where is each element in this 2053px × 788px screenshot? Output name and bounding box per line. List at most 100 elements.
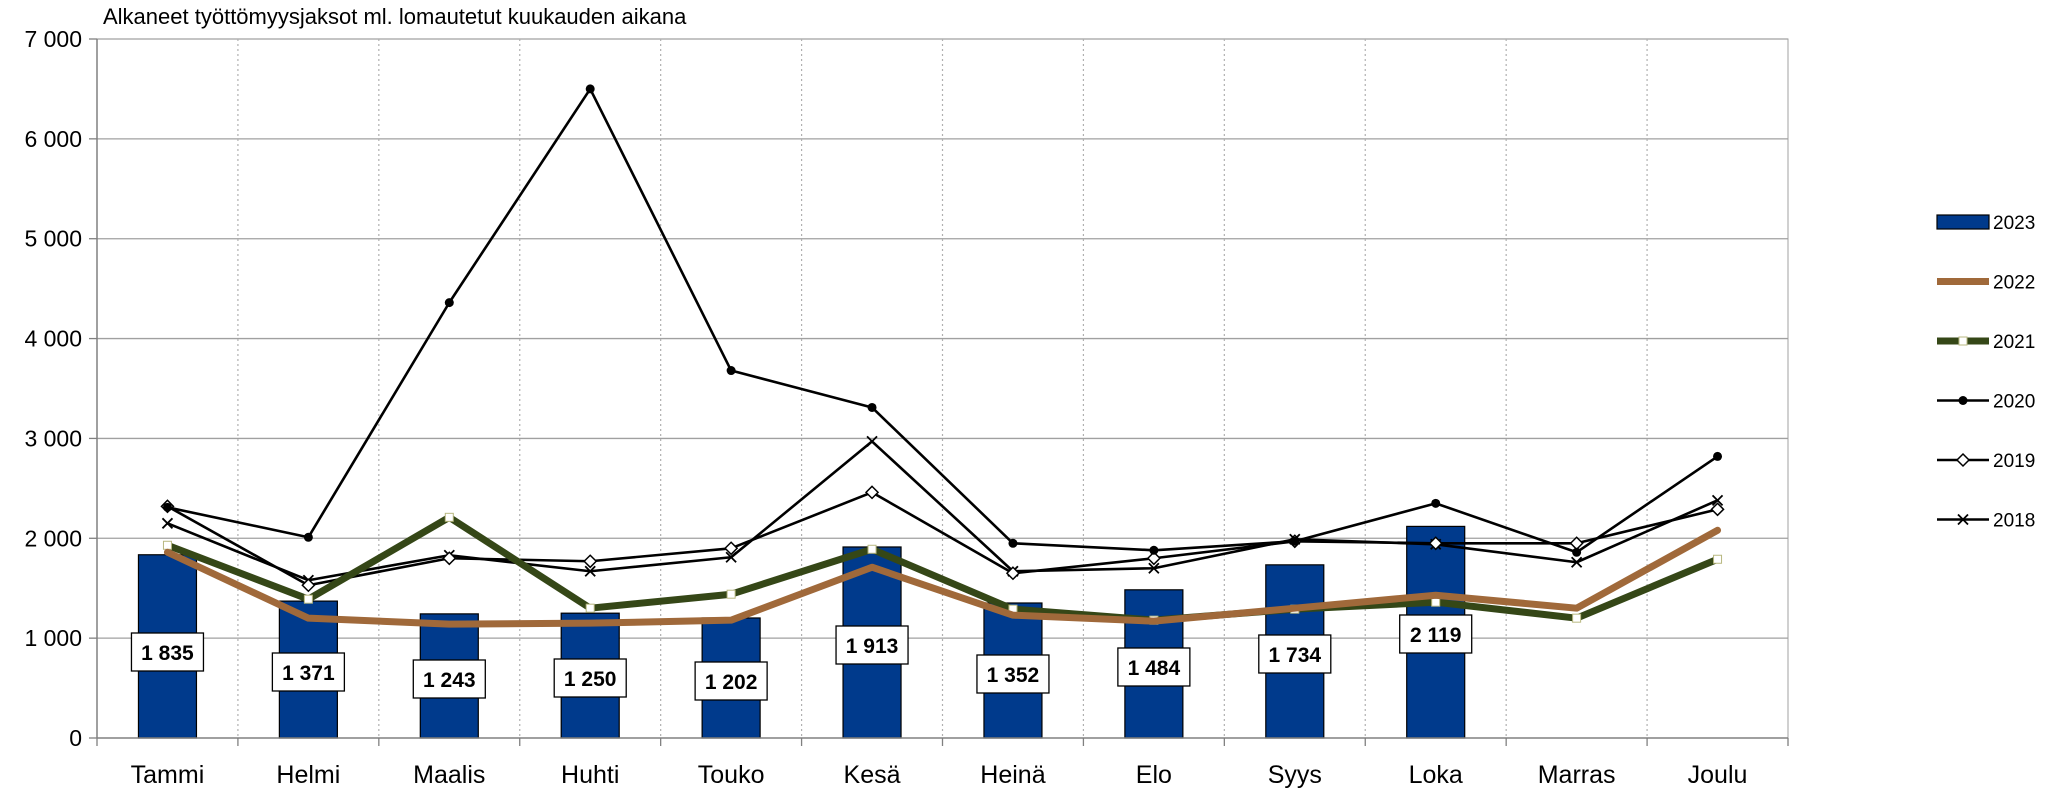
point-2019-huhti bbox=[583, 554, 598, 569]
point-2020-tammi bbox=[162, 502, 172, 512]
data-label-text-huhti: 1 250 bbox=[564, 668, 617, 691]
legend-marker-2019 bbox=[1955, 452, 1971, 468]
point-2018-huhti bbox=[584, 565, 596, 577]
data-label-box-elo bbox=[1117, 647, 1191, 687]
data-label-text-maalis: 1 243 bbox=[423, 669, 476, 692]
horizontal-gridlines bbox=[96, 38, 1789, 739]
data-label-box-syys bbox=[1258, 634, 1332, 674]
data-label-text-tammi: 1 835 bbox=[141, 642, 194, 665]
line-2021 bbox=[163, 513, 1722, 624]
legend-swatch-2023 bbox=[1936, 214, 1990, 230]
x-tick-label-touko: Touko bbox=[698, 761, 765, 788]
x-tick-labels: Tammi Helmi Maalis Huhti Touko Kesä Heinä Elo Sy… bbox=[131, 761, 1748, 788]
data-label-text-touko: 1 202 bbox=[705, 671, 758, 694]
x-tick-label-joulu: Joulu bbox=[1688, 761, 1748, 788]
y-tick-label-0: 0 bbox=[69, 725, 82, 751]
legend-item-2020: 2020 bbox=[1937, 392, 2035, 413]
point-2018-touko bbox=[725, 551, 737, 563]
point-2020-kes- bbox=[867, 402, 877, 412]
x-tick-label-hein-: Heinä bbox=[980, 761, 1045, 788]
legend-item-2019: 2019 bbox=[1937, 451, 2035, 472]
y-tick-label-4000: 4 000 bbox=[24, 326, 82, 352]
data-label-touko: 1 202 bbox=[694, 661, 768, 701]
point-2021-helmi bbox=[303, 594, 313, 604]
legend-item-2023: 2023 bbox=[1936, 213, 2035, 234]
data-label-text-helmi: 1 371 bbox=[282, 662, 335, 685]
y-tick-label-5000: 5 000 bbox=[24, 226, 82, 252]
data-label-huhti: 1 250 bbox=[553, 658, 627, 698]
point-2020-helmi bbox=[303, 532, 313, 542]
x-tick-label-elo: Elo bbox=[1136, 761, 1172, 788]
vertical-gridlines bbox=[237, 39, 1648, 738]
point-2021-loka bbox=[1431, 597, 1441, 607]
legend-marker-2018 bbox=[1957, 513, 1969, 526]
legend-item-2022: 2022 bbox=[1937, 273, 2035, 294]
series-2020 bbox=[162, 84, 1723, 557]
line-2020 bbox=[166, 87, 1719, 554]
x-tick-label-tammi: Tammi bbox=[131, 761, 205, 788]
y-tick-label-1000: 1 000 bbox=[24, 625, 82, 651]
y-tick-label-2000: 2 000 bbox=[24, 525, 82, 551]
bars-2023 bbox=[137, 525, 1466, 739]
point-2019-touko bbox=[724, 541, 739, 556]
point-2020-joulu bbox=[1713, 451, 1723, 461]
x-tick-label-maalis: Maalis bbox=[413, 761, 485, 788]
x-tick-label-marras: Marras bbox=[1538, 761, 1616, 788]
data-label-text-syys: 1 734 bbox=[1269, 644, 1322, 667]
y-tick-label-7000: 7 000 bbox=[24, 26, 82, 52]
point-2021-marras bbox=[1572, 613, 1582, 623]
point-2020-maalis bbox=[444, 298, 454, 308]
legend-label-2019: 2019 bbox=[1993, 451, 2035, 472]
data-label-text-hein-: 1 352 bbox=[987, 664, 1040, 687]
x-tick-label-kes-: Kesä bbox=[844, 761, 901, 788]
data-label-tammi: 1 835 bbox=[130, 632, 205, 672]
point-2021-tammi bbox=[162, 540, 172, 550]
data-label-box-loka bbox=[1399, 614, 1473, 654]
point-2018-elo bbox=[1148, 562, 1160, 574]
data-label-text-elo: 1 484 bbox=[1128, 657, 1181, 680]
legend: 2023 2022 2021 2020 2019 2018 bbox=[1936, 213, 2035, 532]
data-label-syys: 1 734 bbox=[1258, 634, 1332, 674]
point-2020-huhti bbox=[585, 84, 595, 94]
y-tick-label-6000: 6 000 bbox=[24, 126, 82, 152]
x-tick-label-helmi: Helmi bbox=[276, 761, 340, 788]
point-2021-maalis bbox=[444, 512, 454, 522]
point-2020-loka bbox=[1431, 498, 1441, 508]
series-2022 bbox=[163, 526, 1722, 628]
point-2020-hein- bbox=[1008, 538, 1018, 548]
point-2020-marras bbox=[1572, 547, 1582, 557]
series-2019 bbox=[160, 485, 1725, 593]
line-2019 bbox=[166, 491, 1719, 587]
point-2021-joulu bbox=[1713, 554, 1723, 564]
point-2019-maalis bbox=[442, 551, 457, 566]
point-2019-joulu bbox=[1710, 502, 1725, 517]
point-2021-kes- bbox=[867, 544, 877, 554]
point-2021-huhti bbox=[585, 603, 595, 613]
x-tick-label-loka: Loka bbox=[1409, 761, 1463, 788]
data-label-box-touko bbox=[694, 661, 768, 701]
data-label-loka: 2 119 bbox=[1399, 614, 1473, 654]
legend-label-2021: 2021 bbox=[1993, 332, 2035, 353]
data-label-box-helmi bbox=[271, 652, 346, 692]
data-label-text-kes-: 1 913 bbox=[846, 635, 899, 658]
data-label-kes-: 1 913 bbox=[835, 625, 909, 665]
data-label-box-kes- bbox=[835, 625, 909, 665]
legend-label-2020: 2020 bbox=[1993, 392, 2035, 413]
x-tick-label-syys: Syys bbox=[1268, 761, 1322, 788]
data-label-hein-: 1 352 bbox=[976, 654, 1050, 694]
data-label-box-maalis bbox=[412, 659, 486, 699]
y-tick-label-3000: 3 000 bbox=[24, 425, 82, 451]
line-2022 bbox=[163, 526, 1722, 628]
point-2020-touko bbox=[726, 366, 736, 376]
point-2018-tammi bbox=[161, 517, 174, 529]
point-2019-marras bbox=[1569, 536, 1584, 551]
point-2020-syys bbox=[1290, 536, 1300, 546]
axes bbox=[89, 38, 1789, 746]
y-tick-labels: 0 1 000 2 000 3 000 4 000 5 000 6 000 7 000 bbox=[24, 26, 82, 751]
point-2019-kes- bbox=[864, 485, 880, 500]
legend-item-2018: 2018 bbox=[1937, 511, 2035, 532]
data-label-box-huhti bbox=[553, 658, 627, 698]
legend-marker-2021 bbox=[1958, 336, 1968, 346]
data-labels: 1 835 1 371 1 243 1 250 1 202 1 913 1 352 1 484… bbox=[130, 614, 1473, 701]
